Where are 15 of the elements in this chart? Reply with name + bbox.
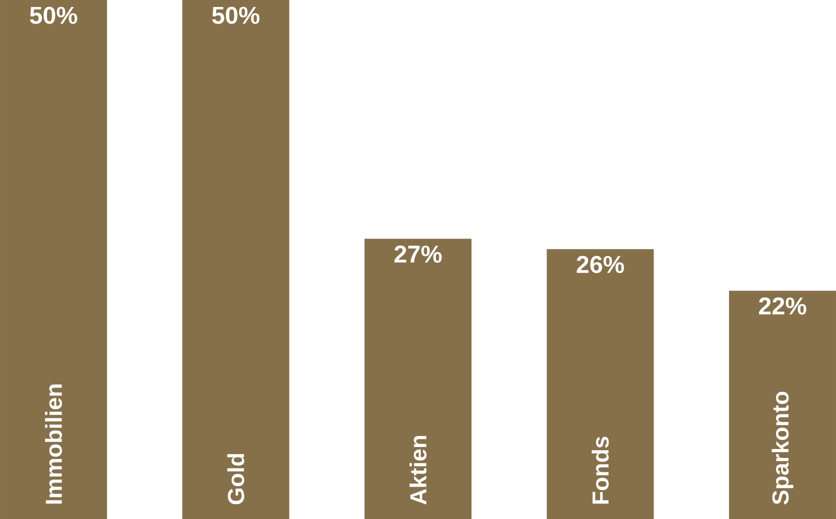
data-label: 50%: [212, 6, 260, 24]
data-label: 50%: [30, 6, 78, 24]
bar: [546, 249, 654, 519]
data-label: 22%: [759, 297, 806, 315]
x-tick-label: Aktien: [410, 436, 426, 504]
bar: [729, 290, 836, 519]
data-label: 27%: [394, 245, 442, 263]
bar: [182, 0, 290, 519]
x-tick-label: Fonds: [592, 436, 609, 504]
x-tick-label: Gold: [227, 454, 244, 504]
bar: [0, 0, 107, 519]
x-tick-label: Sparkonto: [772, 392, 794, 504]
data-label: 26%: [576, 256, 624, 274]
bar: [364, 238, 472, 519]
x-tick-label: Immobilien: [45, 384, 62, 504]
